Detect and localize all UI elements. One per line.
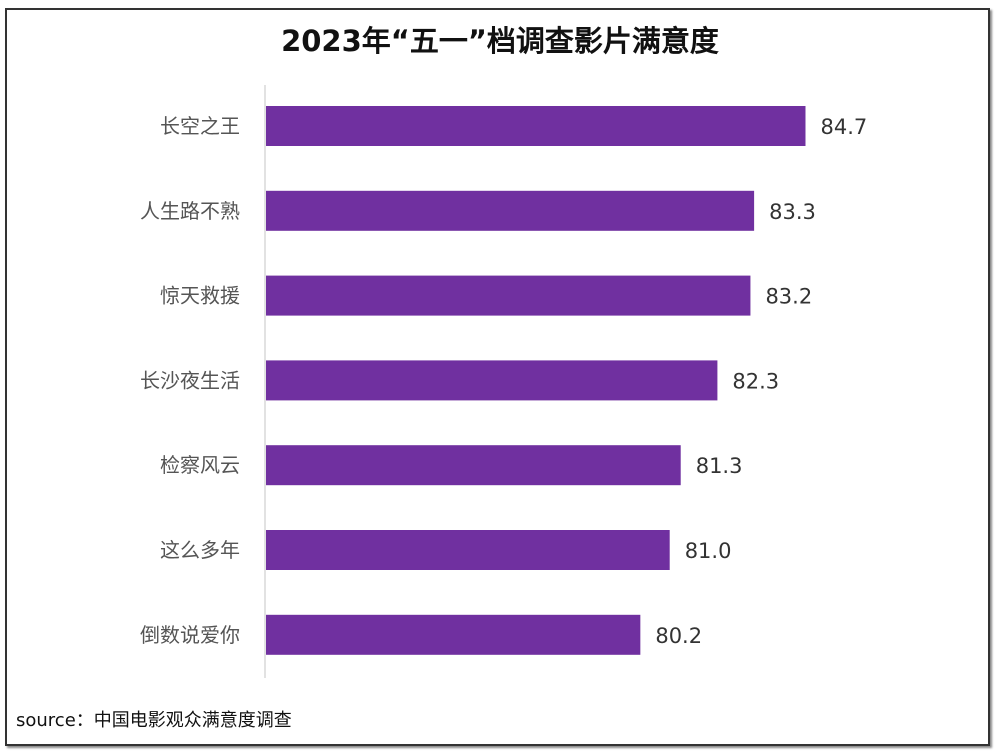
value-label: 82.3 [732, 369, 779, 393]
chart-title: 2023年“五一”档调查影片满意度 [281, 24, 719, 58]
value-label: 80.2 [655, 624, 702, 648]
category-label: 倒数说爱你 [140, 623, 240, 647]
category-label: 这么多年 [160, 538, 240, 562]
value-label: 81.3 [696, 454, 743, 478]
category-label: 检察风云 [160, 453, 240, 477]
bar [266, 360, 718, 401]
bar [266, 275, 751, 316]
bar [266, 106, 806, 146]
bar [266, 530, 670, 570]
value-label: 83.2 [765, 285, 812, 309]
value-label: 83.3 [769, 200, 816, 224]
value-label: 84.7 [820, 115, 867, 139]
category-label: 长空之王 [160, 114, 240, 138]
category-label: 惊天救援 [160, 284, 240, 308]
category-label: 人生路不熟 [140, 199, 240, 223]
source-note: source：中国电影观众满意度调查 [16, 710, 292, 731]
chart-frame [5, 8, 990, 746]
bar [266, 190, 755, 231]
value-label: 81.0 [685, 539, 732, 563]
bar [266, 614, 641, 655]
category-label: 长沙夜生活 [140, 368, 240, 392]
bar [266, 445, 681, 486]
